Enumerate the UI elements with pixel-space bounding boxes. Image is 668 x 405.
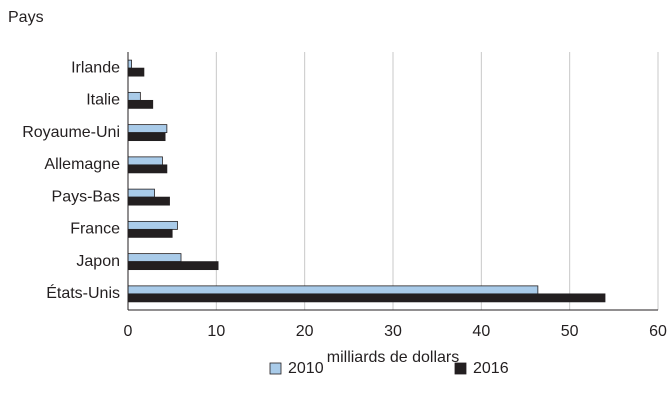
bar xyxy=(127,228,173,238)
bar xyxy=(127,124,168,134)
legend-swatch xyxy=(454,362,467,375)
legend-label: 2016 xyxy=(473,360,509,377)
bar xyxy=(127,220,178,230)
y-tick-label: France xyxy=(70,221,120,238)
bar xyxy=(127,285,539,295)
bar xyxy=(127,293,606,303)
bar xyxy=(127,91,141,101)
y-axis-title: Pays xyxy=(8,9,44,26)
bar xyxy=(127,156,163,166)
bar xyxy=(127,261,219,271)
y-tick-label: Japon xyxy=(76,253,120,270)
bar xyxy=(127,59,132,69)
y-tick-label: États-Unis xyxy=(46,283,120,302)
x-axis-title: milliards de dollars xyxy=(327,349,460,366)
y-tick-label: Allemagne xyxy=(44,156,120,173)
bar xyxy=(127,99,154,109)
x-tick-label: 40 xyxy=(472,323,490,340)
bar xyxy=(127,253,182,263)
x-tick-label: 0 xyxy=(124,323,133,340)
legend-swatch xyxy=(269,362,282,375)
bar xyxy=(127,132,166,142)
x-tick-label: 30 xyxy=(384,323,402,340)
y-tick-label: Royaume-Uni xyxy=(22,124,120,141)
y-tick-label: Pays-Bas xyxy=(52,188,120,205)
bar xyxy=(127,196,170,206)
bar xyxy=(127,188,155,198)
x-tick-label: 20 xyxy=(296,323,314,340)
bar xyxy=(127,67,145,77)
x-tick-label: 10 xyxy=(207,323,225,340)
x-tick-label: 60 xyxy=(649,323,667,340)
y-tick-label: Italie xyxy=(86,92,120,109)
bar xyxy=(127,164,168,174)
x-tick-label: 50 xyxy=(561,323,579,340)
legend-label: 2010 xyxy=(288,360,324,377)
y-tick-label: Irlande xyxy=(71,59,120,76)
